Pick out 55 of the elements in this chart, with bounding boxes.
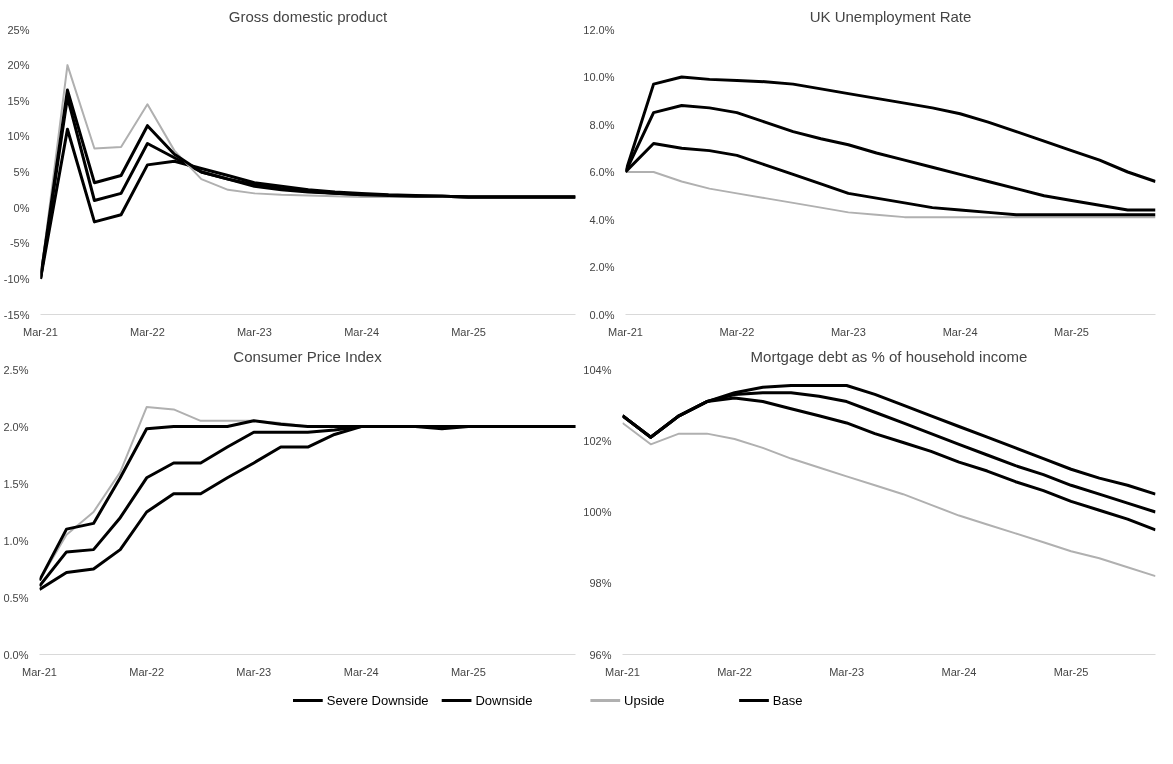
x-tick-label: Mar-23 (830, 325, 866, 338)
y-tick-label: 10% (7, 130, 30, 143)
x-tick-label: Mar-24 (942, 325, 978, 338)
y-tick-label: 104% (583, 363, 612, 376)
y-tick-label: 0.5% (3, 591, 29, 604)
x-tick-label: Mar-22 (130, 325, 165, 338)
y-tick-label: 12.0% (583, 23, 615, 36)
x-tick-label: Mar-22 (719, 325, 755, 338)
x-tick-label: Mar-25 (451, 325, 486, 338)
chart-title: Consumer Price Index (233, 347, 383, 365)
y-tick-label: 0% (13, 201, 30, 214)
legend-label: Upside (624, 693, 665, 708)
y-tick-label: 15% (7, 94, 30, 107)
x-tick-label: Mar-24 (941, 665, 977, 678)
chart-title: Gross domestic product (228, 7, 389, 25)
y-tick-label: 98% (589, 577, 612, 590)
x-tick-label: Mar-22 (129, 665, 165, 678)
y-tick-label: -5% (9, 237, 30, 250)
chart-title: UK Unemployment Rate (809, 7, 972, 25)
chart-title: Mortgage debt as % of household income (750, 347, 1028, 365)
y-tick-label: 10.0% (583, 71, 615, 83)
y-tick-label: 2.0% (3, 420, 29, 433)
x-tick-label: Mar-21 (22, 665, 57, 678)
x-tick-label: Mar-23 (236, 665, 272, 678)
y-tick-label: -10% (3, 272, 30, 285)
legend-label: Severe Downside (326, 693, 429, 708)
y-tick-label: 2.5% (3, 363, 29, 376)
y-tick-label: 100% (583, 506, 612, 518)
y-tick-label: 2.0% (589, 261, 615, 273)
y-tick-label: 8.0% (589, 118, 615, 131)
x-tick-label: Mar-21 (608, 325, 643, 338)
y-tick-label: 96% (589, 648, 612, 661)
x-tick-label: Mar-24 (344, 325, 380, 338)
x-tick-label: Mar-22 (717, 665, 752, 678)
x-tick-label: Mar-23 (236, 325, 272, 338)
x-tick-label: Mar-23 (829, 665, 865, 678)
y-tick-label: 102% (583, 434, 612, 447)
x-tick-label: Mar-25 (1054, 325, 1089, 338)
y-tick-label: 0.0% (589, 308, 615, 321)
x-tick-label: Mar-24 (343, 665, 379, 678)
x-tick-label: Mar-25 (450, 665, 486, 678)
y-tick-label: 1.0% (3, 534, 29, 547)
x-tick-label: Mar-21 (605, 665, 640, 678)
y-tick-label: 1.5% (3, 477, 29, 490)
y-tick-label: 20% (7, 59, 30, 72)
legend-label: Downside (475, 693, 533, 708)
legend-label: Base (772, 693, 803, 708)
y-tick-label: 0.0% (3, 648, 29, 661)
y-tick-label: -15% (3, 308, 30, 321)
x-tick-label: Mar-25 (1053, 665, 1089, 678)
x-tick-label: Mar-21 (23, 325, 58, 338)
y-tick-label: 25% (7, 23, 30, 36)
y-tick-label: 6.0% (589, 166, 615, 178)
y-tick-label: 4.0% (589, 213, 615, 226)
y-tick-label: 5% (13, 166, 30, 178)
